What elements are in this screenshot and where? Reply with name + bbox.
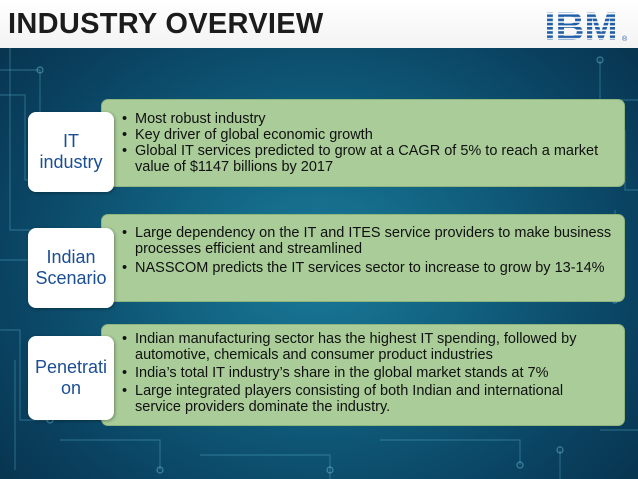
bullet-item: Key driver of global economic growth bbox=[122, 127, 612, 143]
ibm-logo: IBM bbox=[544, 6, 617, 44]
label-penetration: Penetration bbox=[28, 336, 114, 420]
label-text: Penetration bbox=[34, 357, 108, 398]
title-bar: INDUSTRY OVERVIEW IBM ® bbox=[0, 0, 638, 48]
bullet-item: Global IT services predicted to grow at … bbox=[122, 143, 612, 175]
bullet-item: Large integrated players consisting of b… bbox=[122, 383, 612, 415]
ibm-logo-text: IBM bbox=[544, 6, 617, 44]
bullets-indian-scenario: Large dependency on the IT and ITES serv… bbox=[122, 225, 612, 276]
label-text: IT industry bbox=[39, 131, 103, 172]
bullet-item: Most robust industry bbox=[122, 111, 612, 127]
label-it-industry: IT industry bbox=[28, 112, 114, 192]
label-text: Indian Scenario bbox=[35, 247, 107, 288]
bullet-item: Large dependency on the IT and ITES serv… bbox=[122, 225, 612, 257]
bullet-item: Indian manufacturing sector has the high… bbox=[122, 331, 612, 363]
label-indian-scenario: Indian Scenario bbox=[28, 228, 114, 308]
slide-title: INDUSTRY OVERVIEW bbox=[8, 8, 324, 40]
bullets-penetration: Indian manufacturing sector has the high… bbox=[122, 331, 612, 415]
registered-mark: ® bbox=[622, 36, 628, 43]
bullets-it-industry: Most robust industry Key driver of globa… bbox=[122, 111, 612, 175]
bullet-item: NASSCOM predicts the IT services sector … bbox=[122, 260, 612, 276]
bullet-item: India’s total IT industry’s share in the… bbox=[122, 365, 612, 381]
